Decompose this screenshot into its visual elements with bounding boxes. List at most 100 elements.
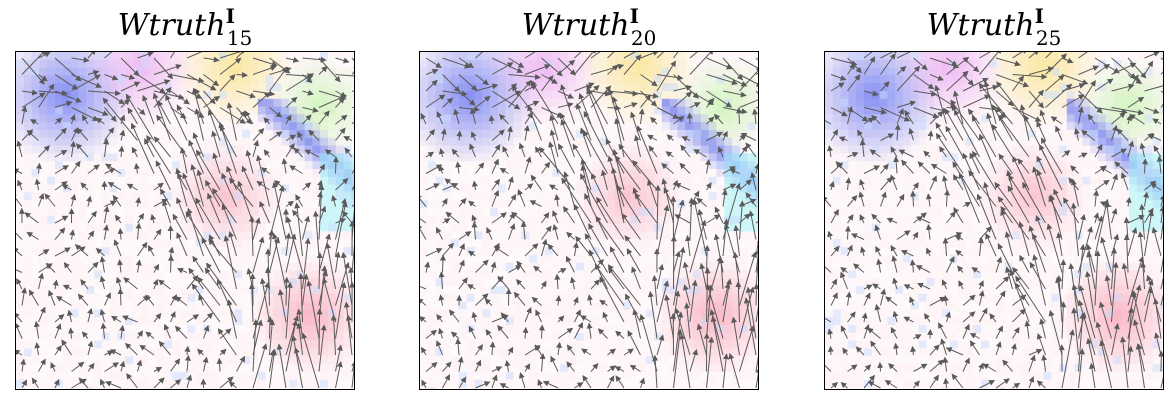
field-cell (474, 153, 483, 162)
quiver-arrow (153, 312, 162, 323)
field-cell (1152, 59, 1161, 68)
field-cell (443, 223, 452, 232)
field-cell (195, 153, 204, 162)
field-cell (466, 293, 475, 302)
field-cell (101, 200, 110, 209)
field-cell (451, 153, 460, 162)
field-cell (732, 200, 741, 209)
field-cell (250, 169, 259, 178)
field-cell (615, 325, 624, 334)
field-cell (544, 387, 553, 389)
field-cell (544, 239, 553, 248)
quiver-arrow (69, 114, 76, 125)
field-cell (265, 114, 274, 123)
quiver-arrow (71, 246, 86, 257)
field-cell (537, 75, 546, 84)
field-cell (420, 301, 429, 310)
field-cell (451, 262, 460, 271)
field-cell (661, 270, 670, 279)
field-cell (700, 356, 709, 365)
field-cell (654, 145, 663, 154)
field-cell (490, 293, 499, 302)
field-cell (544, 247, 553, 256)
quiver-arrow (439, 254, 446, 273)
field-cell (265, 223, 274, 232)
field-cell (685, 340, 694, 349)
quiver-arrow (16, 140, 23, 158)
field-cell (172, 223, 181, 232)
field-cell (335, 223, 344, 232)
field-cell (739, 293, 748, 302)
field-cell (109, 286, 118, 295)
field-cell (70, 262, 79, 271)
field-cell (630, 332, 639, 341)
field-cell (226, 91, 235, 100)
quiver-arrow (120, 98, 131, 108)
field-cell (281, 161, 290, 170)
field-cell (755, 332, 758, 341)
field-cell (490, 348, 499, 357)
field-cell (1020, 59, 1029, 68)
field-cell (320, 293, 329, 302)
field-cell (654, 114, 663, 123)
field-cell (242, 387, 251, 389)
field-cell (328, 122, 337, 131)
quiver-arrow (740, 132, 757, 141)
field-cell (677, 340, 686, 349)
field-cell (94, 301, 103, 310)
field-cell (560, 309, 569, 318)
quiver-arrow (441, 198, 448, 207)
field-cell (211, 91, 220, 100)
quiver-arrow (103, 205, 110, 224)
field-cell (62, 278, 71, 287)
field-cell (466, 317, 475, 326)
field-cell (164, 122, 173, 131)
field-cell (505, 153, 514, 162)
field-cell (490, 301, 499, 310)
field-cell (498, 200, 507, 209)
field-cell (109, 223, 118, 232)
field-cell (685, 161, 694, 170)
field-cell (47, 371, 56, 380)
field-cell (94, 145, 103, 154)
field-cell (218, 231, 227, 240)
field-cell (78, 169, 87, 178)
field-cell (630, 153, 639, 162)
field-cell (62, 293, 71, 302)
field-cell (474, 223, 483, 232)
field-cell (576, 223, 585, 232)
field-cell (179, 332, 188, 341)
field-cell (312, 231, 321, 240)
field-cell (156, 192, 165, 201)
field-cell (498, 153, 507, 162)
field-cell (755, 98, 758, 107)
field-cell (669, 106, 678, 115)
field-cell (156, 75, 165, 84)
quiver-arrow (673, 52, 679, 59)
quiver-arrow (558, 143, 575, 174)
field-cell (289, 52, 298, 61)
field-cell (466, 356, 475, 365)
field-cell (55, 161, 64, 170)
field-cell (47, 184, 56, 193)
field-cell (420, 83, 429, 92)
quiver-arrow (632, 160, 658, 191)
field-cell (265, 262, 274, 271)
field-cell (732, 293, 741, 302)
quiver-arrow (583, 130, 608, 174)
field-cell (949, 75, 958, 84)
quiver-arrow (152, 278, 159, 290)
field-cell (109, 52, 118, 61)
field-cell (552, 83, 561, 92)
field-cell (172, 161, 181, 170)
field-cell (16, 161, 25, 170)
field-cell (16, 286, 25, 295)
field-cell (148, 153, 157, 162)
quiver-arrow (100, 322, 107, 339)
field-cell (101, 153, 110, 162)
field-cell (466, 379, 475, 388)
quiver-arrow (219, 57, 242, 75)
field-cell (427, 356, 436, 365)
field-cell (296, 387, 305, 389)
field-cell (498, 208, 507, 217)
